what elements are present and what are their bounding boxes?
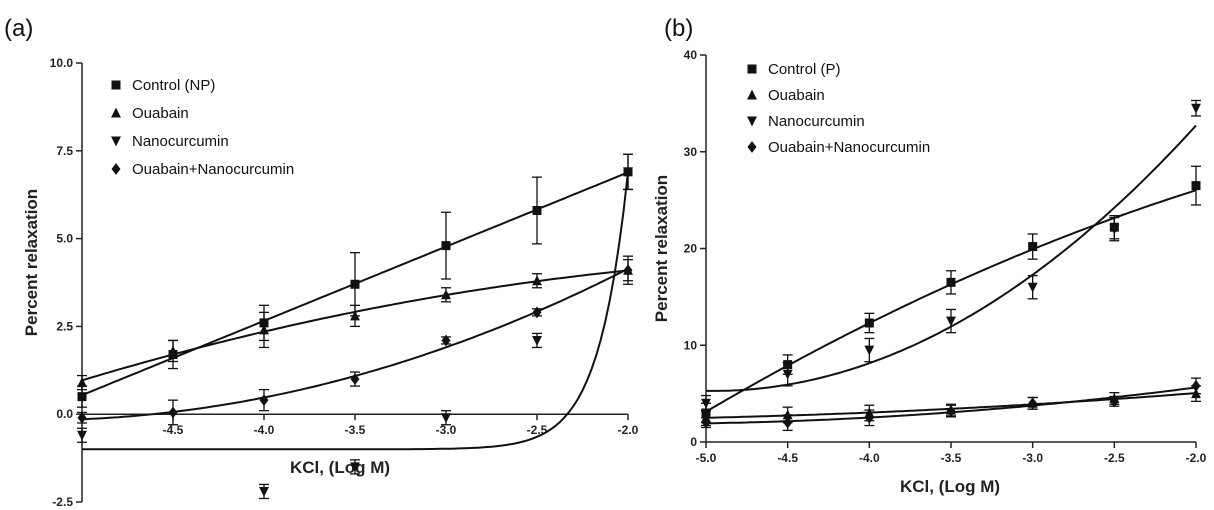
y-tick-label: 10 — [684, 338, 698, 352]
y-tick-label: 40 — [684, 48, 698, 62]
x-tick-label: -4.0 — [859, 451, 880, 465]
data-point — [1109, 224, 1120, 235]
data-point — [1028, 242, 1038, 252]
legend-marker — [747, 89, 757, 100]
x-tick-label: -4.5 — [163, 423, 184, 437]
panel-label: (b) — [664, 15, 693, 42]
x-tick-label: -3.0 — [436, 423, 457, 437]
data-point — [350, 279, 360, 289]
data-point — [1191, 380, 1201, 392]
legend-marker — [111, 80, 121, 90]
data-point — [623, 264, 633, 277]
data-point — [77, 377, 87, 388]
panel-label: (a) — [4, 15, 33, 42]
x-tick-label: -2.0 — [1186, 451, 1207, 465]
x-tick-label: -4.0 — [254, 423, 275, 437]
legend-label: Control (NP) — [132, 77, 215, 94]
data-point — [1109, 395, 1119, 408]
panel-b: (b) 0 10 20 30 40 -5.0 -4.5 -4.0 -3.5 -3.0 -2.5 -2.0… — [652, 15, 1207, 496]
legend-label: Ouabain+Nanocurcumin — [768, 139, 930, 156]
data-point — [946, 405, 956, 417]
x-tick-label: -3.0 — [1022, 451, 1043, 465]
x-tick-label: -2.0 — [618, 423, 639, 437]
y-axis-title: Percent relaxation — [22, 189, 41, 336]
data-point — [1191, 103, 1201, 114]
legend-marker — [747, 116, 757, 127]
y-tick-label: 0.0 — [56, 407, 73, 421]
data-point — [532, 275, 542, 286]
data-point — [623, 167, 633, 178]
y-tick-label: 2.5 — [56, 319, 73, 333]
data-point — [77, 411, 87, 424]
data-point — [532, 335, 542, 346]
x-tick-label: -4.5 — [777, 451, 798, 465]
data-point — [782, 369, 793, 380]
y-tick-label: -2.5 — [52, 495, 73, 509]
data-point — [1027, 282, 1038, 293]
data-point — [1028, 397, 1038, 410]
legend-marker — [111, 107, 121, 118]
data-point — [168, 406, 178, 419]
legend-label: Ouabain — [132, 105, 189, 122]
data-point — [532, 306, 542, 319]
data-point — [168, 345, 178, 356]
data-point — [1191, 181, 1201, 191]
series-fit-line — [82, 171, 629, 451]
legend-label: Ouabain — [768, 87, 825, 104]
data-point — [864, 345, 875, 356]
legend-label: Nanocurcumin — [768, 113, 865, 130]
data-point — [350, 373, 360, 385]
legend-marker — [747, 141, 757, 153]
data-point — [946, 316, 956, 327]
data-point — [864, 318, 874, 328]
panel-a: (a) -2.5 0.0 2.5 5.0 7.5 10.0 -4.5 -4.0 -3.5 -3.0 -… — [4, 15, 639, 509]
legend-label: Control (P) — [768, 61, 841, 78]
legend-marker — [111, 136, 121, 147]
x-tick-label: -2.5 — [527, 423, 548, 437]
data-point — [864, 411, 874, 424]
x-axis-title: KCl, (Log M) — [900, 477, 1000, 496]
legend-label: Ouabain+Nanocurcumin — [132, 161, 294, 178]
y-tick-label: 30 — [684, 145, 698, 159]
data-point — [259, 486, 269, 497]
x-tick-label: -5.0 — [696, 451, 717, 465]
x-tick-label: -3.5 — [941, 451, 962, 465]
data-point — [441, 241, 451, 251]
x-tick-label: -3.5 — [345, 423, 366, 437]
y-tick-label: 7.5 — [56, 144, 73, 158]
y-axis-title: Percent relaxation — [652, 175, 671, 322]
y-tick-label: 5.0 — [56, 232, 73, 246]
data-point — [77, 392, 87, 402]
legend-marker — [111, 163, 121, 175]
data-point — [441, 413, 451, 424]
series-fit-line — [705, 189, 1197, 413]
data-point — [259, 324, 269, 335]
y-tick-label: 10.0 — [50, 56, 74, 70]
data-point — [441, 334, 451, 347]
data-point — [946, 277, 956, 287]
data-point — [77, 430, 87, 441]
data-point — [259, 394, 269, 407]
legend-marker — [747, 64, 757, 74]
data-point — [701, 398, 711, 409]
x-axis-title: KCl, (Log M) — [290, 458, 390, 477]
data-point — [532, 206, 542, 216]
data-point — [441, 289, 451, 300]
data-point — [701, 416, 711, 429]
data-point — [350, 462, 360, 473]
legend-label: Nanocurcumin — [132, 133, 229, 150]
y-tick-label: 20 — [684, 242, 698, 256]
data-point — [783, 416, 793, 429]
y-tick-label: 0 — [690, 435, 697, 449]
data-point — [350, 310, 360, 321]
series-fit-line — [706, 124, 1197, 392]
x-tick-label: -2.5 — [1104, 451, 1125, 465]
